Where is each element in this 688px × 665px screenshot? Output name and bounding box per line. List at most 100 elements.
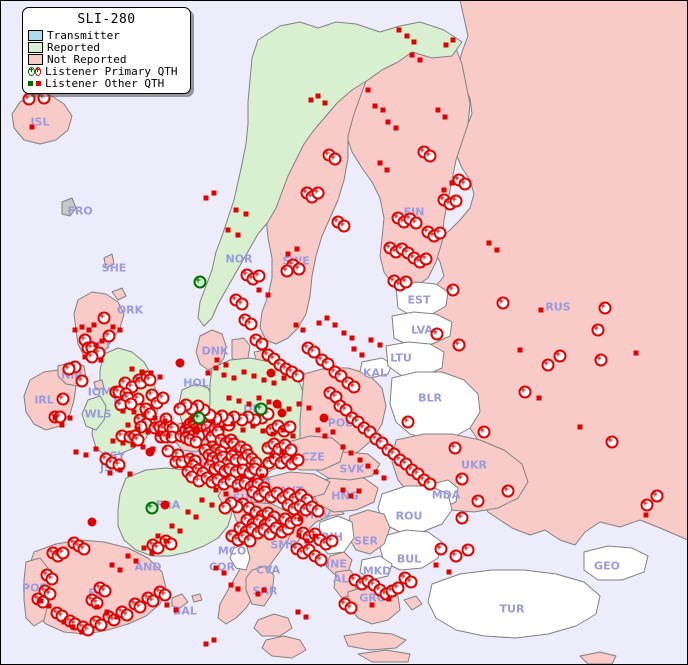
listener-other-qth-marker[interactable] — [249, 477, 255, 483]
transmitter-primary-qth-marker[interactable] — [193, 275, 207, 289]
listener-cluster-marker[interactable] — [272, 399, 282, 409]
listener-other-qth-marker[interactable] — [104, 609, 110, 615]
listener-other-qth-marker[interactable] — [279, 449, 285, 455]
listener-other-qth-marker[interactable] — [220, 425, 226, 431]
listener-primary-qth-marker[interactable] — [594, 353, 608, 367]
listener-primary-qth-marker[interactable] — [399, 275, 413, 289]
listener-cluster-marker[interactable] — [191, 425, 201, 435]
listener-other-qth-marker[interactable] — [446, 569, 452, 575]
listener-other-qth-marker[interactable] — [286, 406, 292, 412]
listener-cluster-marker[interactable] — [266, 368, 276, 378]
listener-primary-qth-marker[interactable] — [598, 301, 612, 315]
listener-other-qth-marker[interactable] — [633, 350, 639, 356]
listener-other-qth-marker[interactable] — [261, 377, 267, 383]
listener-other-qth-marker[interactable] — [214, 357, 220, 363]
listener-primary-qth-marker[interactable] — [401, 415, 415, 429]
listener-primary-qth-marker[interactable] — [640, 498, 654, 512]
listener-other-qth-marker[interactable] — [260, 428, 266, 434]
listener-other-qth-marker[interactable] — [93, 342, 99, 348]
listener-other-qth-marker[interactable] — [351, 346, 357, 352]
listener-other-qth-marker[interactable] — [199, 497, 205, 503]
listener-other-qth-marker[interactable] — [157, 374, 163, 380]
listener-other-qth-marker[interactable] — [322, 100, 328, 106]
listener-primary-qth-marker[interactable] — [591, 323, 605, 337]
listener-other-qth-marker[interactable] — [449, 180, 455, 186]
listener-primary-qth-marker[interactable] — [434, 542, 448, 556]
listener-primary-qth-marker[interactable] — [461, 543, 475, 557]
listener-other-qth-marker[interactable] — [233, 207, 239, 213]
listener-other-qth-marker[interactable] — [246, 401, 252, 407]
listener-other-qth-marker[interactable] — [316, 320, 322, 326]
listener-other-qth-marker[interactable] — [348, 493, 354, 499]
listener-other-qth-marker[interactable] — [433, 562, 439, 568]
listener-primary-qth-marker[interactable] — [344, 601, 358, 615]
listener-other-qth-marker[interactable] — [67, 415, 73, 421]
listener-primary-qth-marker[interactable] — [541, 358, 555, 372]
listener-other-qth-marker[interactable] — [79, 324, 85, 330]
listener-other-qth-marker[interactable] — [127, 471, 133, 477]
listener-primary-qth-marker[interactable] — [404, 575, 418, 589]
listener-other-qth-marker[interactable] — [380, 107, 386, 113]
listener-other-qth-marker[interactable] — [332, 322, 338, 328]
listener-primary-qth-marker[interactable] — [218, 501, 232, 515]
listener-other-qth-marker[interactable] — [235, 232, 241, 238]
listener-other-qth-marker[interactable] — [239, 473, 245, 479]
listener-primary-qth-marker[interactable] — [446, 283, 460, 297]
listener-other-qth-marker[interactable] — [417, 57, 423, 63]
listener-other-qth-marker[interactable] — [304, 538, 310, 544]
listener-other-qth-marker[interactable] — [203, 641, 209, 647]
listener-other-qth-marker[interactable] — [228, 582, 234, 588]
listener-other-qth-marker[interactable] — [538, 307, 544, 313]
listener-cluster-marker[interactable] — [319, 413, 329, 423]
listener-primary-qth-marker[interactable] — [553, 349, 567, 363]
listener-primary-qth-marker[interactable] — [102, 329, 116, 343]
listener-other-qth-marker[interactable] — [357, 457, 363, 463]
listener-other-qth-marker[interactable] — [107, 470, 113, 476]
listener-other-qth-marker[interactable] — [226, 395, 232, 401]
listener-other-qth-marker[interactable] — [120, 440, 126, 446]
listener-other-qth-marker[interactable] — [443, 42, 449, 48]
listener-other-qth-marker[interactable] — [450, 37, 456, 43]
listener-other-qth-marker[interactable] — [300, 327, 306, 333]
listener-primary-qth-marker[interactable] — [455, 511, 469, 525]
listener-other-qth-marker[interactable] — [149, 550, 155, 556]
listener-other-qth-marker[interactable] — [396, 27, 402, 33]
listener-other-qth-marker[interactable] — [377, 160, 383, 166]
listener-other-qth-marker[interactable] — [365, 87, 371, 93]
listener-other-qth-marker[interactable] — [293, 322, 299, 328]
listener-other-qth-marker[interactable] — [162, 418, 168, 424]
listener-other-qth-marker[interactable] — [110, 438, 116, 444]
listener-primary-qth-marker[interactable] — [56, 392, 70, 406]
listener-other-qth-marker[interactable] — [91, 322, 97, 328]
listener-primary-qth-marker[interactable] — [477, 425, 491, 439]
listener-other-qth-marker[interactable] — [296, 532, 302, 538]
listener-other-qth-marker[interactable] — [109, 562, 115, 568]
listener-other-qth-marker[interactable] — [223, 491, 229, 497]
listener-other-qth-marker[interactable] — [369, 602, 375, 608]
listener-other-qth-marker[interactable] — [164, 602, 170, 608]
listener-other-qth-marker[interactable] — [185, 509, 191, 515]
listener-other-qth-marker[interactable] — [38, 598, 44, 604]
listener-other-qth-marker[interactable] — [411, 39, 417, 45]
listener-other-qth-marker[interactable] — [308, 97, 314, 103]
listener-other-qth-marker[interactable] — [384, 167, 390, 173]
listener-primary-qth-marker[interactable] — [337, 219, 351, 233]
listener-other-qth-marker[interactable] — [236, 398, 242, 404]
listener-other-qth-marker[interactable] — [393, 125, 399, 131]
listener-other-qth-marker[interactable] — [125, 422, 131, 428]
listener-other-qth-marker[interactable] — [225, 227, 231, 233]
listener-other-qth-marker[interactable] — [163, 538, 169, 544]
listener-primary-qth-marker[interactable] — [455, 472, 469, 486]
listener-primary-qth-marker[interactable] — [235, 297, 249, 311]
listener-other-qth-marker[interactable] — [99, 338, 105, 344]
listener-other-qth-marker[interactable] — [209, 502, 215, 508]
listener-other-qth-marker[interactable] — [213, 487, 219, 493]
listener-cluster-marker[interactable] — [145, 447, 155, 457]
listener-other-qth-marker[interactable] — [270, 431, 276, 437]
listener-other-qth-marker[interactable] — [173, 607, 179, 613]
listener-primary-qth-marker[interactable] — [452, 338, 466, 352]
listener-other-qth-marker[interactable] — [98, 357, 104, 363]
listener-other-qth-marker[interactable] — [79, 629, 85, 635]
transmitter-primary-qth-marker[interactable] — [254, 402, 268, 416]
listener-other-qth-marker[interactable] — [233, 487, 239, 493]
